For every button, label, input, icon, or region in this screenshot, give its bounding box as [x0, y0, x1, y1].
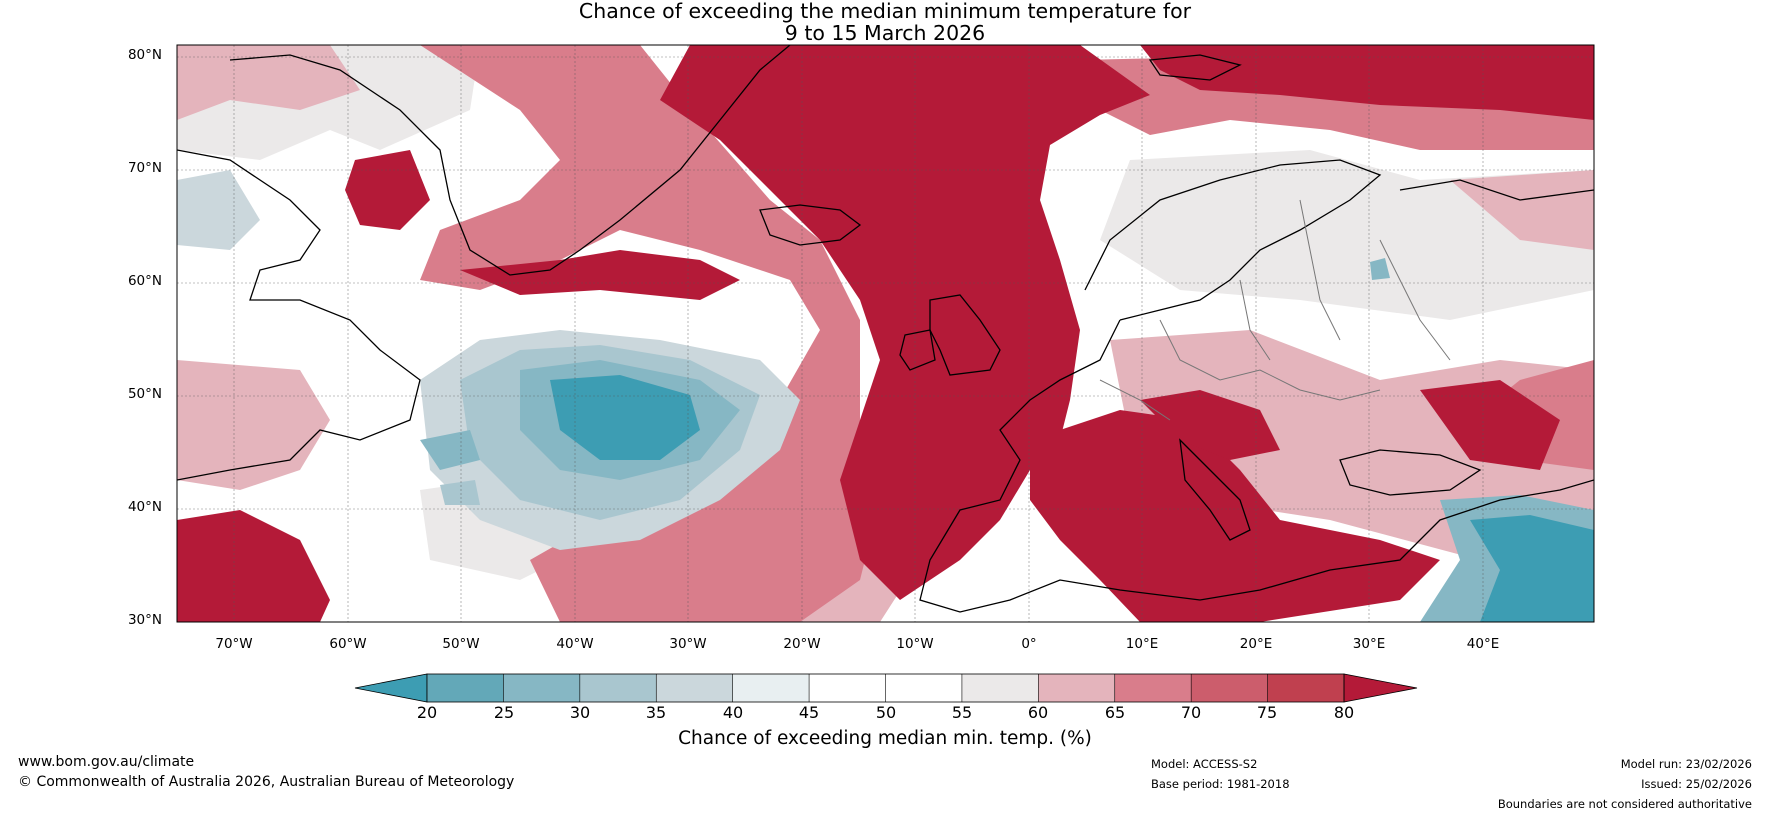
colorbar-tick-label: 40 — [722, 703, 744, 722]
warm-zone-strong — [1140, 45, 1594, 120]
lon-label: 40°W — [556, 636, 594, 652]
canada-coast — [177, 149, 421, 481]
colorbar-extend-low — [354, 673, 428, 703]
lat-label: 60°N — [127, 273, 162, 289]
colorbar-segment — [961, 674, 1039, 702]
scandinavia-coast — [1084, 159, 1382, 321]
greenland-coast — [229, 45, 791, 276]
lat-label: 70°N — [127, 160, 162, 176]
lon-label: 70°W — [215, 636, 253, 652]
colorbar-tick-label: 60 — [1027, 703, 1049, 722]
website-link[interactable]: www.bom.gov.au/climate — [18, 754, 195, 770]
colorbar-tick-label: 45 — [798, 703, 820, 722]
lon-label: 20°W — [783, 636, 821, 652]
warm-zone-medium — [420, 45, 880, 622]
colorbar-segment — [885, 674, 963, 702]
colorbar-tick-label: 35 — [645, 703, 667, 722]
map-frame — [177, 45, 1594, 622]
disclaimer: Boundaries are not considered authoritat… — [1497, 797, 1752, 811]
cool-zone-medium — [440, 480, 480, 505]
lon-label: 10°E — [1125, 636, 1159, 652]
ireland-coast — [899, 329, 936, 371]
colorbar-segment — [503, 674, 581, 702]
russia-north-coast — [1399, 179, 1594, 201]
issued-date: Issued: 25/02/2026 — [1641, 777, 1752, 791]
map-title-line-1: Chance of exceeding the median minimum t… — [578, 0, 1192, 23]
lat-label: 30°N — [127, 612, 162, 628]
base-period: Base period: 1981-2018 — [1151, 777, 1290, 791]
warm-zone-strong — [177, 510, 330, 622]
colorbar-extend-high — [1343, 673, 1418, 703]
coastlines — [177, 45, 1594, 613]
lon-label: 30°W — [669, 636, 707, 652]
lat-label: 50°N — [127, 386, 162, 402]
warm-zone-strong — [1420, 380, 1560, 470]
lat-label: 80°N — [127, 47, 162, 63]
colorbar-label: Chance of exceeding median min. temp. (%… — [678, 728, 1092, 749]
map-title-line-2: 9 to 15 March 2026 — [784, 21, 986, 45]
colorbar — [354, 673, 1418, 703]
black-sea-coast — [1339, 449, 1482, 496]
svalbard-coast — [1148, 54, 1242, 81]
colorbar-tick-label: 50 — [875, 703, 897, 722]
cool-zone-medium — [1370, 258, 1390, 280]
cool-zone-medium — [420, 430, 480, 470]
colorbar-tick-label: 75 — [1256, 703, 1278, 722]
colorbar-tick-label: 80 — [1333, 703, 1355, 722]
cool-zone-light — [177, 170, 260, 250]
colorbar-tick-label: 55 — [951, 703, 973, 722]
europe-coast — [919, 319, 1594, 613]
colorbar-segment — [1191, 674, 1269, 702]
colorbar-tick-label: 20 — [416, 703, 438, 722]
colorbar-segment — [656, 674, 734, 702]
lon-label: 10°W — [896, 636, 934, 652]
warm-zone-strong — [1140, 390, 1280, 460]
colorbar-segment — [732, 674, 810, 702]
britain-coast — [929, 294, 1001, 376]
iceland-coast — [759, 204, 862, 246]
country-borders — [1099, 199, 1451, 421]
model-info: Model: ACCESS-S2 — [1151, 757, 1258, 771]
copyright-text: © Commonwealth of Australia 2026, Austra… — [18, 774, 515, 790]
warm-zone-light — [177, 45, 360, 120]
warm-zone-light — [1450, 170, 1594, 250]
colorbar-segment — [1038, 674, 1116, 702]
colorbar-segment — [809, 674, 886, 702]
lon-label: 60°W — [329, 636, 367, 652]
lon-label: 20°E — [1239, 636, 1273, 652]
colorbar-tick-label: 65 — [1104, 703, 1126, 722]
cool-zone-strongest — [1470, 515, 1594, 622]
lon-label: 50°W — [442, 636, 480, 652]
warm-zone-strong — [660, 45, 1150, 600]
model-run-date: Model run: 23/02/2026 — [1620, 757, 1752, 771]
colorbar-segment — [1114, 674, 1192, 702]
graticule — [177, 45, 1594, 622]
lat-label: 40°N — [127, 499, 162, 515]
colorbar-tick-label: 70 — [1180, 703, 1202, 722]
warm-zone-strong — [460, 250, 740, 300]
colorbar-tick-label: 25 — [493, 703, 515, 722]
map-border — [176, 44, 1595, 623]
colorbar-segment — [1267, 674, 1345, 702]
italy-coast — [1179, 438, 1251, 541]
lon-label: 40°E — [1466, 636, 1500, 652]
colorbar-segment — [427, 674, 504, 702]
lon-label: 0° — [1021, 636, 1037, 652]
colorbar-tick-label: 30 — [569, 703, 591, 722]
colorbar-segment — [579, 674, 657, 702]
lon-label: 30°E — [1352, 636, 1386, 652]
